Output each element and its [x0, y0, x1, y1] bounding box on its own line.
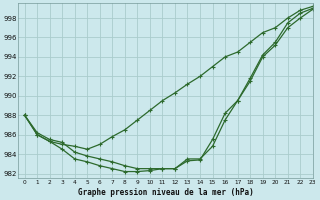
X-axis label: Graphe pression niveau de la mer (hPa): Graphe pression niveau de la mer (hPa): [78, 188, 253, 197]
